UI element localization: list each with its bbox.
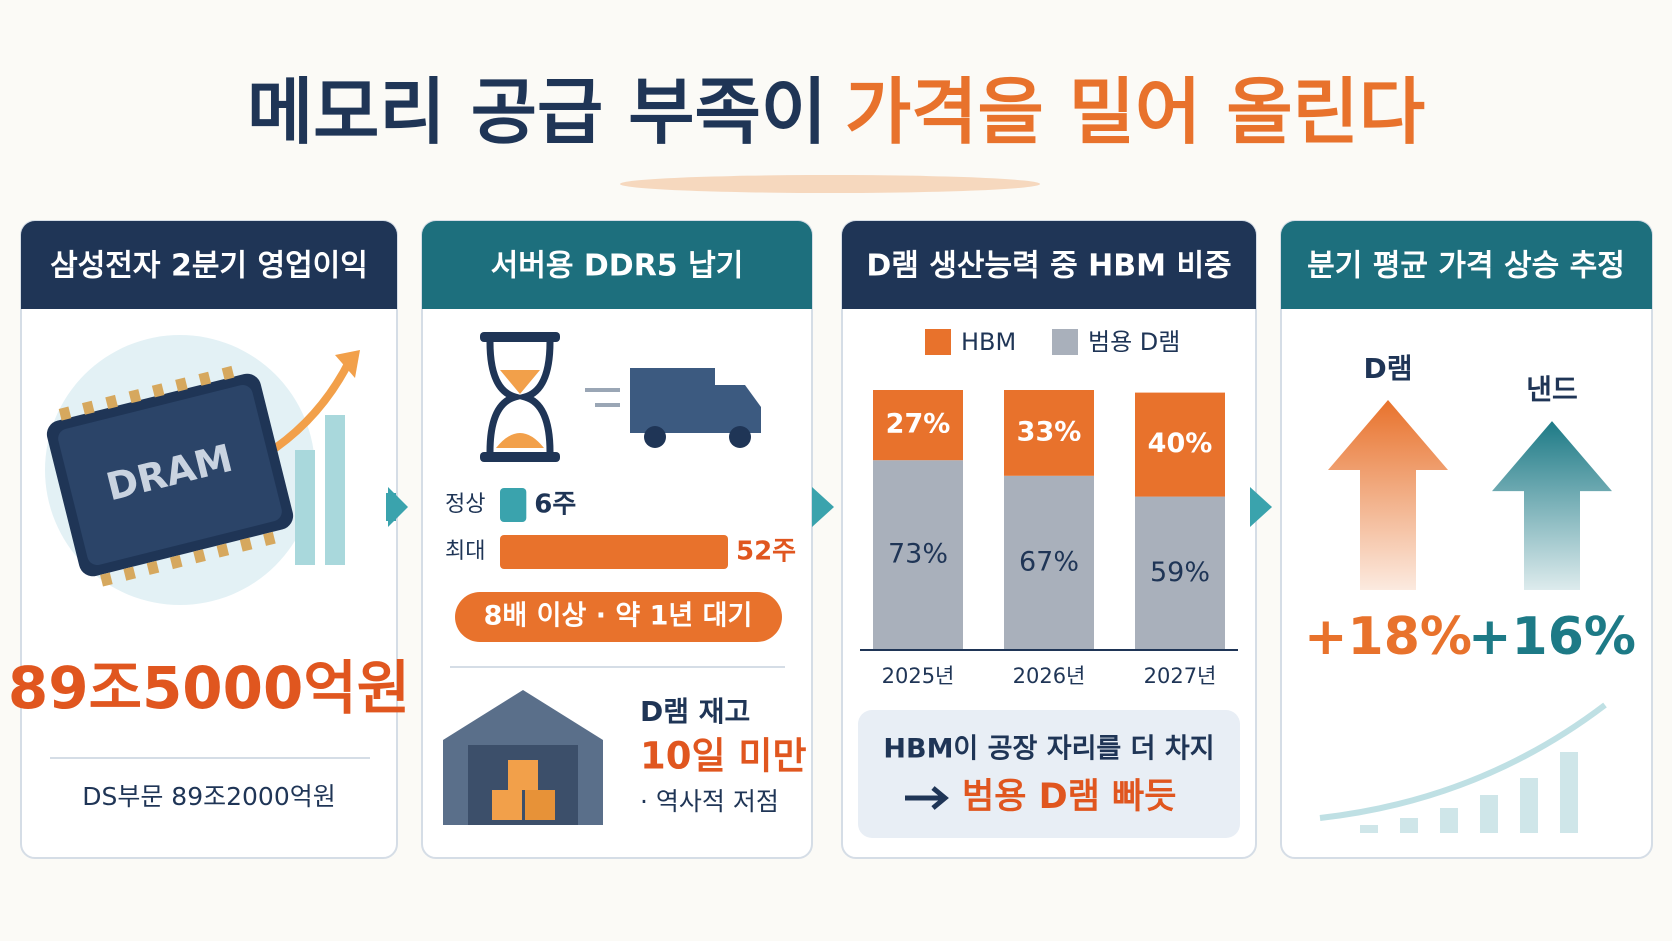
flow-arrow xyxy=(1250,487,1272,527)
bar-label: 59% xyxy=(1150,557,1210,588)
panel-header xyxy=(422,221,812,309)
swoosh xyxy=(620,175,1040,193)
inventory-note: · 역사적 저점 xyxy=(640,787,779,816)
lead-bar xyxy=(500,488,527,522)
lead-value: 6주 xyxy=(534,490,576,520)
bar-label: 40% xyxy=(1148,428,1213,459)
panel-header xyxy=(21,221,397,309)
bar-label: 73% xyxy=(888,539,948,570)
callout-line: HBM이 공장 자리를 더 차지 xyxy=(883,734,1214,765)
lead-value: 52주 xyxy=(736,537,796,567)
title: 메모리 공급 부족이 가격을 밀어 올린다 xyxy=(247,70,1425,154)
panel-title: D램 생산능력 중 HBM 비중 xyxy=(866,249,1231,284)
flow-arrow xyxy=(812,487,834,527)
item-label: D램 xyxy=(1363,352,1412,385)
legend-label: HBM xyxy=(961,328,1016,356)
panel-header xyxy=(842,221,1256,309)
x-label: 2027년 xyxy=(1144,664,1217,688)
panel-title: 삼성전자 2분기 영업이익 xyxy=(50,249,368,284)
legend-label: 범용 D램 xyxy=(1088,328,1180,356)
bar-segment xyxy=(1135,392,1225,497)
legend-swatch xyxy=(925,329,951,355)
callout-arrow xyxy=(905,786,949,810)
bar-segment xyxy=(1004,475,1094,650)
item-value: +18% xyxy=(1304,607,1472,667)
price-arrow xyxy=(1328,400,1448,590)
item-label: 낸드 xyxy=(1526,373,1578,406)
inventory-title: D램 재고 xyxy=(640,695,750,728)
panel xyxy=(1280,220,1653,859)
x-label: 2025년 xyxy=(882,664,955,688)
lead-label: 정상 xyxy=(445,492,485,517)
price-arrow xyxy=(1492,421,1612,590)
panel-header xyxy=(1281,221,1652,309)
bar-segment xyxy=(873,460,963,650)
callout xyxy=(858,710,1240,838)
bar-label: 67% xyxy=(1019,546,1079,577)
bar-segment xyxy=(873,390,963,461)
bar-label: 33% xyxy=(1017,416,1082,447)
trend-bars xyxy=(1319,702,1607,833)
pill xyxy=(455,592,782,642)
lead-bar xyxy=(500,535,728,569)
lead-label: 최대 xyxy=(445,539,485,564)
flow-arrow xyxy=(386,487,408,527)
pill-text: 8배 이상 · 약 1년 대기 xyxy=(484,601,753,632)
main-value: 89조5000억원 xyxy=(8,654,410,722)
bar-segment xyxy=(1135,496,1225,650)
stacked-bar-chart: HBM 범용 D램 73% 27% 2025년 67% 33% 2026년 59% 40% 2027… xyxy=(860,328,1238,688)
title-part: 가격을 밀어 올린다 xyxy=(845,70,1425,154)
truck xyxy=(585,368,761,448)
callout-line: 범용 D램 빠듯 xyxy=(962,777,1176,817)
bar-label: 27% xyxy=(886,409,951,440)
hourglass xyxy=(480,332,560,462)
inventory-highlight: 10일 미만 xyxy=(640,735,807,778)
headers xyxy=(21,221,1652,309)
warehouse xyxy=(443,690,603,825)
sub-value: DS부문 89조2000억원 xyxy=(82,782,336,811)
chip-illustration: DRAM xyxy=(45,335,360,605)
flow-arrows xyxy=(386,487,1272,527)
price-arrows: D램 +18% 낸드 +16% xyxy=(1304,352,1636,667)
x-label: 2026년 xyxy=(1013,664,1086,688)
title-part: 메모리 공급 부족이 xyxy=(247,70,827,154)
bar-segment xyxy=(1004,390,1094,476)
item-value: +16% xyxy=(1468,607,1636,667)
legend-swatch xyxy=(1052,329,1078,355)
panel-title: 서버용 DDR5 납기 xyxy=(491,249,744,284)
panel-title: 분기 평균 가격 상승 추정 xyxy=(1307,249,1625,284)
